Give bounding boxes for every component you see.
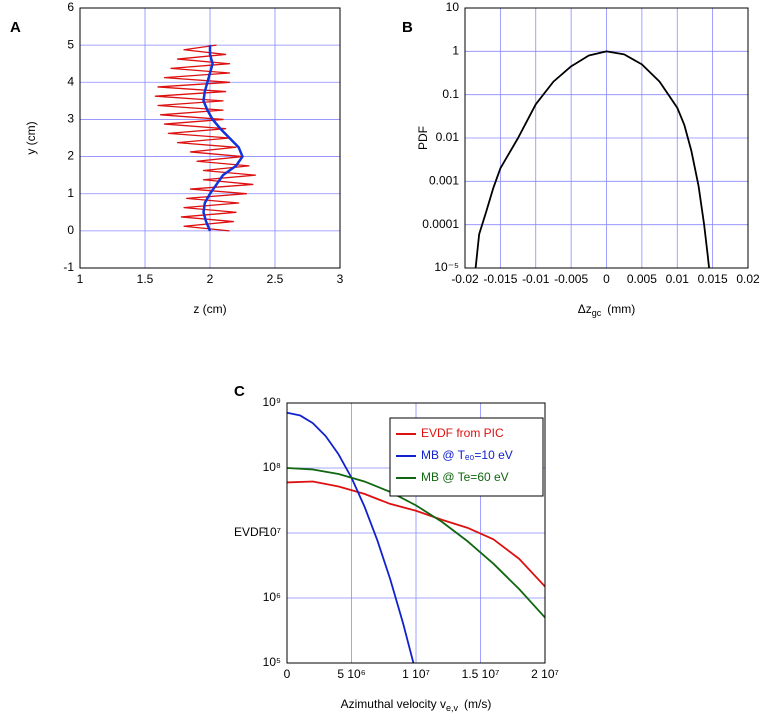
y-tick-label: 0.1: [442, 87, 459, 101]
y-tick-label: 0.001: [429, 174, 459, 188]
plot-frame: [286, 402, 546, 664]
y-tick-label: 4: [67, 74, 74, 88]
x-tick-label: 1.5 10⁷: [462, 667, 500, 681]
y-tick-label: 10⁶: [263, 590, 281, 604]
x-tick-label: 0.015: [698, 272, 728, 286]
y-tick-label: 5: [67, 37, 74, 51]
x-tick-label: 0: [603, 272, 610, 286]
y-tick-label: 3: [67, 112, 74, 126]
x-tick-label: 0.02: [736, 272, 760, 286]
legend-label: EVDF from PIC: [421, 426, 504, 440]
y-tick-label: 6: [67, 0, 74, 14]
y-tick-label: 10⁻⁵: [434, 260, 459, 274]
x-axis-label: z (cm): [193, 302, 226, 316]
panel-label: B: [402, 19, 413, 36]
x-tick-label: 0.005: [627, 272, 657, 286]
legend-label: MB @ Tₑ₀=10 eV: [421, 448, 513, 462]
y-tick-label: -1: [63, 260, 74, 274]
y-tick-label: 1: [452, 44, 459, 58]
plot-frame: [79, 7, 341, 269]
legend-label: MB @ Te=60 eV: [421, 470, 509, 484]
x-tick-label: 5 10⁶: [337, 667, 365, 681]
series-line: [474, 50, 710, 268]
x-axis-label-sub: gc: [592, 308, 602, 318]
x-axis-label: Δzgc (mm): [578, 302, 636, 318]
y-axis-label: PDF: [416, 126, 430, 150]
y-tick-label: 2: [67, 149, 74, 163]
y-axis-label: y (cm): [24, 121, 38, 154]
y-tick-label: 10: [446, 0, 460, 14]
x-tick-label: 0.01: [666, 272, 690, 286]
series-line: [287, 467, 545, 619]
x-tick-label: -0.005: [554, 272, 588, 286]
x-tick-label: -0.01: [522, 272, 550, 286]
x-tick-label: 3: [337, 272, 344, 286]
x-axis-label-unit: (mm): [607, 302, 635, 316]
x-tick-label: 0: [284, 667, 291, 681]
y-tick-label: 10⁷: [263, 525, 281, 539]
x-axis-label-main: Azimuthal velocity v: [341, 697, 446, 711]
x-axis-label-main: Δz: [578, 302, 592, 316]
y-tick-label: 10⁵: [263, 655, 281, 669]
x-axis-label-sub: e,v: [446, 703, 459, 713]
y-tick-label: 10⁸: [263, 460, 281, 474]
panel-label: C: [234, 383, 245, 400]
y-tick-label: 0: [67, 223, 74, 237]
panel-label: A: [10, 19, 21, 36]
plot-frame: [464, 7, 749, 269]
y-axis-label: EVDF: [234, 525, 266, 539]
y-tick-label: 10⁹: [263, 395, 282, 409]
y-tick-label: 1: [67, 186, 74, 200]
x-tick-label: 2: [207, 272, 214, 286]
x-axis-label: Azimuthal velocity ve,v (m/s): [341, 697, 492, 713]
x-tick-label: 1.5: [137, 272, 154, 286]
x-axis-label-main: z (cm): [193, 302, 226, 316]
x-axis-label-unit: (m/s): [464, 697, 491, 711]
series-line: [202, 45, 244, 232]
x-tick-label: 1 10⁷: [402, 667, 430, 681]
y-tick-label: 0.01: [436, 130, 460, 144]
x-tick-label: 1: [77, 272, 84, 286]
x-tick-label: 2.5: [267, 272, 284, 286]
y-tick-label: 0.0001: [422, 217, 459, 231]
x-tick-label: 2 10⁷: [531, 667, 559, 681]
series-line: [287, 480, 545, 588]
x-tick-label: -0.02: [451, 272, 479, 286]
x-tick-label: -0.015: [483, 272, 517, 286]
